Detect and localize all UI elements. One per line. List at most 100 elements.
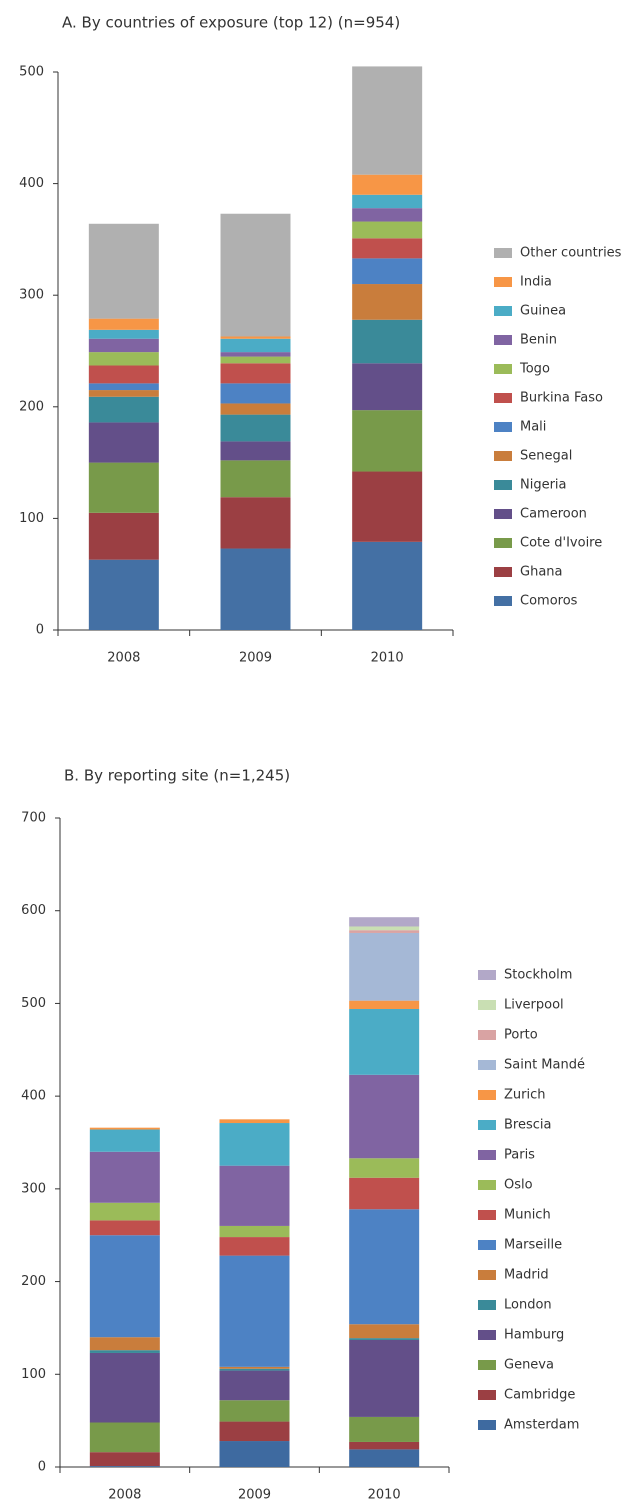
bar-segment [349, 1008, 420, 1075]
bar-segment [349, 1449, 420, 1467]
bar-segment [352, 258, 423, 285]
legend-label: Oslo [504, 1178, 533, 1193]
bar-segment [219, 1165, 290, 1226]
bar-segment [352, 221, 423, 239]
bar-segment [89, 1202, 160, 1221]
bar-segment [88, 338, 159, 353]
legend-label: Other countries [520, 246, 622, 261]
legend-swatch [494, 306, 512, 316]
bar-segment [219, 1368, 290, 1371]
legend-swatch [478, 1360, 496, 1370]
bar-segment [349, 1209, 420, 1325]
bar-segment [349, 917, 420, 927]
bar-segment [352, 410, 423, 472]
legend-label: Paris [504, 1148, 535, 1163]
chart-title: B. By reporting site (n=1,245) [64, 767, 290, 785]
bar-segment [219, 1421, 290, 1442]
bar-segment [219, 1400, 290, 1422]
bar-segment [88, 223, 159, 319]
legend-label: Senegal [520, 449, 572, 464]
bar-segment [349, 930, 420, 933]
legend-label: India [520, 275, 552, 290]
x-tick-label: 2008 [108, 1488, 141, 1503]
bar-segment [352, 66, 423, 175]
y-tick-label: 700 [21, 811, 46, 826]
bar-segment [349, 1177, 420, 1210]
bar-segment [349, 1158, 420, 1178]
legend-swatch [478, 1060, 496, 1070]
bar-segment [88, 329, 159, 339]
legend-label: Ghana [520, 565, 563, 580]
bar-segment [89, 1235, 160, 1338]
legend-label: Cameroon [520, 507, 587, 522]
bar-segment [89, 1466, 160, 1467]
legend-swatch [494, 248, 512, 258]
legend-swatch [478, 970, 496, 980]
bar-segment [219, 1366, 290, 1369]
legend-swatch [494, 422, 512, 432]
bar-segment [349, 1000, 420, 1009]
y-tick-label: 400 [21, 1089, 46, 1104]
legend-label: Madrid [504, 1268, 549, 1283]
legend-swatch [478, 1330, 496, 1340]
legend-swatch [478, 1120, 496, 1130]
legend-swatch [478, 1090, 496, 1100]
bar-segment [89, 1127, 160, 1130]
bar-segment [219, 1370, 290, 1401]
bar-segment [349, 926, 420, 931]
legend-swatch [494, 596, 512, 606]
bar-segment [219, 1119, 290, 1124]
x-tick-label: 2010 [371, 651, 404, 666]
legend-label: Mali [520, 420, 546, 435]
legend-label: Liverpool [504, 998, 564, 1013]
bar-segment [89, 1337, 160, 1351]
x-tick-label: 2009 [238, 1488, 271, 1503]
bar-segment [220, 213, 291, 337]
y-tick-label: 400 [19, 176, 44, 191]
legend-swatch [494, 277, 512, 287]
legend-label: Cambridge [504, 1388, 575, 1403]
bar-segment [219, 1123, 290, 1166]
bar-segment [88, 422, 159, 463]
bar-segment [220, 383, 291, 404]
bar-segment [352, 284, 423, 320]
legend-label: Zurich [504, 1088, 546, 1103]
legend-label: Comoros [520, 594, 578, 609]
legend-label: Munich [504, 1208, 551, 1223]
legend-swatch [494, 480, 512, 490]
x-tick-label: 2009 [239, 651, 272, 666]
bar-segment [89, 1452, 160, 1467]
y-tick-label: 300 [19, 288, 44, 303]
bar-segment [352, 363, 423, 411]
legend-swatch [478, 1420, 496, 1430]
legend-label: Saint Mandé [504, 1058, 585, 1073]
y-tick-label: 300 [21, 1181, 46, 1196]
y-tick-label: 100 [21, 1367, 46, 1382]
legend-label: London [504, 1298, 552, 1313]
bar-segment [88, 462, 159, 513]
legend-label: Cote d'Ivoire [520, 536, 602, 551]
bar-segment [89, 1151, 160, 1203]
bar-segment [349, 1324, 420, 1339]
legend-label: Guinea [520, 304, 566, 319]
y-tick-label: 0 [36, 623, 44, 638]
y-tick-label: 0 [38, 1460, 46, 1475]
legend-swatch [478, 1390, 496, 1400]
y-tick-label: 200 [21, 1274, 46, 1289]
bar-segment [220, 352, 291, 357]
legend-swatch [494, 393, 512, 403]
bar-segment [89, 1129, 160, 1152]
legend-label: Geneva [504, 1358, 554, 1373]
bar-segment [349, 1339, 420, 1417]
y-tick-label: 100 [19, 511, 44, 526]
bar-segment [89, 1422, 160, 1453]
legend-swatch [494, 567, 512, 577]
bar-segment [352, 194, 423, 209]
legend-label: Togo [519, 362, 550, 377]
legend-label: Nigeria [520, 478, 567, 493]
bar-segment [220, 441, 291, 461]
bar-segment [352, 471, 423, 542]
bar-segment [220, 356, 291, 364]
